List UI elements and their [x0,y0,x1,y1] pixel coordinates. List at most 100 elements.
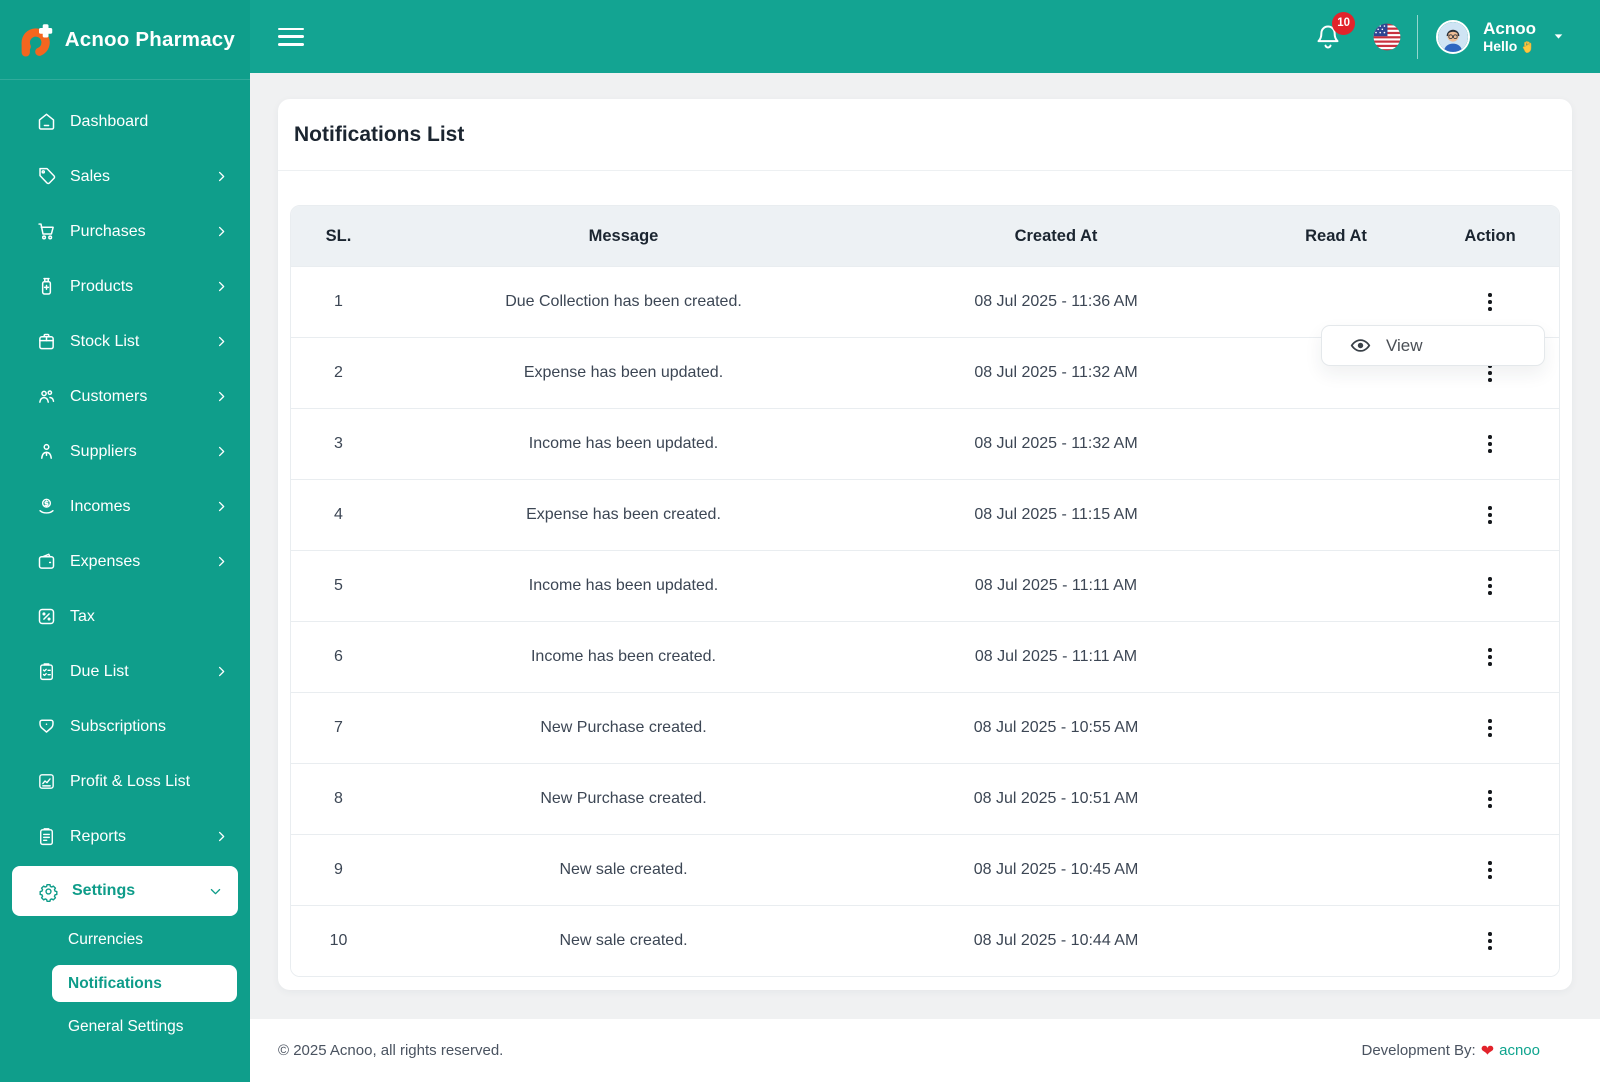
sidebar-item-sales[interactable]: Sales [0,149,250,204]
chart-board-icon [36,771,57,792]
sidebar-item-label: Purchases [70,222,146,240]
table-row: 5 Income has been updated. 08 Jul 2025 -… [291,550,1559,621]
top-header: 10 Acnoo Hello [250,0,1600,73]
sidebar-item-profit-loss[interactable]: Profit & Loss List [0,754,250,809]
chevron-right-icon [215,170,228,183]
cell-created-at: 08 Jul 2025 - 10:44 AM [973,932,1139,949]
cell-sl: 2 [334,364,343,381]
cell-created-at: 08 Jul 2025 - 11:11 AM [974,648,1138,665]
column-header-message: Message [588,226,659,245]
column-header-created: Created At [1014,226,1098,245]
sidebar-item-products[interactable]: Products [0,259,250,314]
users-icon [36,386,57,407]
developer-link[interactable]: acnoo [1499,1042,1540,1059]
cell-message: New sale created. [559,861,688,878]
wallet-icon [36,551,57,572]
user-avatar[interactable] [1436,19,1471,54]
chevron-right-icon [215,335,228,348]
wave-hand-icon [1520,39,1535,54]
sidebar-item-reports[interactable]: Reports [0,809,250,864]
sidebar-item-label: Dashboard [70,112,149,130]
sidebar-item-label: Sales [70,167,111,185]
row-actions-button[interactable] [1478,642,1502,672]
cell-created-at: 08 Jul 2025 - 10:45 AM [973,861,1139,878]
sidebar-item-dashboard[interactable]: Dashboard [0,94,250,149]
sidebar-item-suppliers[interactable]: Suppliers [0,424,250,479]
row-actions-button[interactable] [1478,429,1502,459]
menu-toggle-button[interactable] [278,27,304,46]
sidebar-item-due-list[interactable]: Due List [0,644,250,699]
cell-sl: 8 [334,790,343,807]
row-action-view-menu-item[interactable]: View [1321,325,1545,366]
sidebar-item-label: Customers [70,387,148,405]
sidebar-subitem-label: General Settings [68,1018,184,1035]
sidebar-subitem-currencies[interactable]: Currencies [0,918,250,962]
cell-sl: 9 [334,861,343,878]
chevron-right-icon [215,280,228,293]
cell-sl: 4 [334,506,343,523]
gear-icon [38,881,59,902]
table-row: 3 Income has been updated. 08 Jul 2025 -… [291,408,1559,479]
user-dropdown-caret-icon[interactable] [1552,30,1565,43]
sidebar-item-stock-list[interactable]: Stock List [0,314,250,369]
sidebar-item-label: Settings [72,882,136,899]
table-row: 6 Income has been created. 08 Jul 2025 -… [291,621,1559,692]
chevron-right-icon [215,830,228,843]
sidebar-item-tax[interactable]: Tax [0,589,250,644]
sidebar-item-label: Suppliers [70,442,137,460]
notifications-bell-button[interactable]: 10 [1313,11,1356,53]
sidebar-subitem-label: Currencies [68,931,143,948]
cell-sl: 1 [334,293,343,310]
table-row: 1 Due Collection has been created. 08 Ju… [291,266,1559,337]
cell-created-at: 08 Jul 2025 - 11:36 AM [974,293,1138,310]
cell-created-at: 08 Jul 2025 - 11:11 AM [974,577,1138,594]
sidebar-item-subscriptions[interactable]: Subscriptions [0,699,250,754]
cell-message: Expense has been updated. [523,364,724,381]
bottle-icon [36,276,57,297]
row-actions-button[interactable] [1478,500,1502,530]
notification-count-badge: 10 [1332,11,1356,35]
box-icon [36,331,57,352]
sidebar-item-customers[interactable]: Customers [0,369,250,424]
brand-name: Acnoo Pharmacy [64,27,235,51]
report-icon [36,826,57,847]
row-actions-button[interactable] [1478,287,1502,317]
column-header-read: Read At [1305,226,1367,245]
main-area: Notifications List SL. Message Created A… [250,73,1600,1082]
cell-sl: 6 [334,648,343,665]
sidebar: Acnoo Pharmacy Dashboard Sales Purchases… [0,0,250,1082]
sidebar-item-label: Due List [70,662,129,680]
copyright-text: © 2025 Acnoo, all rights reserved. [278,1042,504,1059]
clipboard-check-icon [36,661,57,682]
page-footer: © 2025 Acnoo, all rights reserved. Devel… [250,1019,1600,1082]
row-actions-button[interactable] [1478,926,1502,956]
sidebar-item-incomes[interactable]: Incomes [0,479,250,534]
sidebar-item-label: Tax [70,607,95,625]
row-actions-button[interactable] [1478,784,1502,814]
row-actions-button[interactable] [1478,571,1502,601]
sidebar-subitem-general-settings[interactable]: General Settings [0,1005,250,1049]
sidebar-item-label: Products [70,277,134,295]
sidebar-item-expenses[interactable]: Expenses [0,534,250,589]
home-icon [36,111,57,132]
sidebar-item-purchases[interactable]: Purchases [0,204,250,259]
sidebar-item-label: Incomes [70,497,131,515]
chevron-right-icon [215,665,228,678]
row-actions-button[interactable] [1478,855,1502,885]
notifications-card: Notifications List SL. Message Created A… [278,99,1572,990]
cell-message: New sale created. [559,932,688,949]
income-icon [36,496,57,517]
sidebar-item-label: Profit & Loss List [70,772,191,790]
sidebar-subitem-notifications[interactable]: Notifications [52,965,237,1002]
row-actions-button[interactable] [1478,713,1502,743]
sidebar-item-settings[interactable]: Settings [12,866,238,916]
user-menu[interactable]: Acnoo Hello [1483,19,1536,55]
cell-sl: 10 [329,932,348,949]
chevron-right-icon [215,390,228,403]
language-flag-us-icon[interactable] [1373,23,1401,51]
cell-message: New Purchase created. [540,719,707,736]
sidebar-nav: Dashboard Sales Purchases Products Stock… [0,80,250,1049]
brand[interactable]: Acnoo Pharmacy [0,0,250,80]
content-area: Notifications List SL. Message Created A… [250,73,1600,1019]
table-row: 8 New Purchase created. 08 Jul 2025 - 10… [291,763,1559,834]
